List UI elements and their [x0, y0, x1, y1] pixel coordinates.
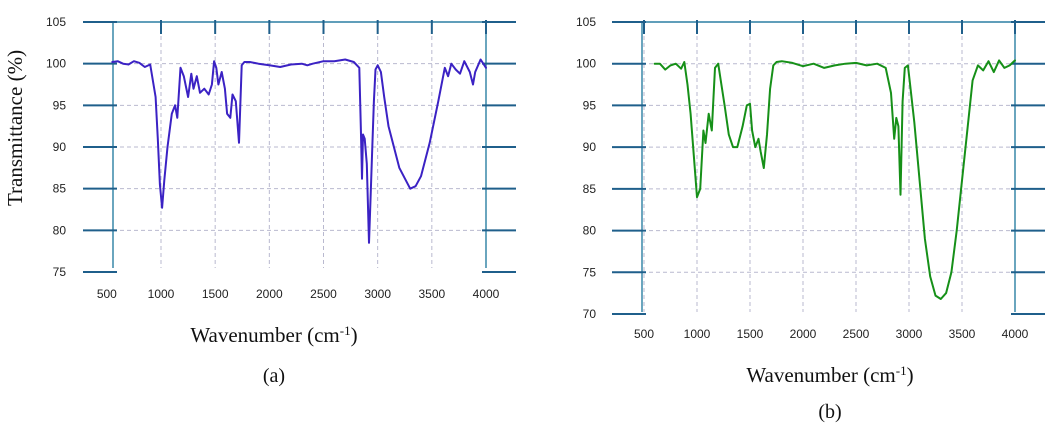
y-tick-label: 100: [576, 57, 596, 71]
y-tick-label: 90: [583, 140, 597, 154]
panel-b-y-tick-labels: 70 75 80 85 90 95 100 105: [576, 15, 596, 321]
panel-b-grid: [642, 22, 1015, 312]
y-tick-label: 70: [583, 307, 597, 321]
chart-panel-a: 75 80 85 90 95 100 105 500 1000 1500 2000 2500 3000…: [46, 15, 516, 387]
panel-b-tick-marks: [612, 20, 1045, 315]
y-tick-label: 95: [583, 98, 597, 112]
y-tick-label: 90: [53, 140, 67, 154]
panel-a-grid: [113, 22, 486, 268]
y-tick-label: 105: [576, 15, 596, 29]
x-tick-label: 500: [97, 287, 117, 301]
panel-b-x-tick-labels: 500 1000 1500 2000 2500 3000 3500 4000: [634, 327, 1029, 341]
chart-panel-b: 70 75 80 85 90 95 100 105 500 1000 1500 2000 2500 30…: [576, 15, 1045, 423]
panel-a-x-axis-title: Wavenumber (cm-1): [190, 323, 357, 348]
y-tick-label: 100: [46, 57, 66, 71]
panel-b-frame: [612, 21, 1045, 312]
y-axis-title: Transmittance (%): [3, 50, 27, 206]
panel-b-label: (b): [818, 401, 841, 423]
x-tick-label: 1000: [148, 287, 175, 301]
x-tick-label: 3000: [896, 327, 923, 341]
y-tick-label: 95: [53, 98, 67, 112]
x-tick-label: 2000: [256, 287, 283, 301]
x-tick-label: 4000: [473, 287, 500, 301]
transmittance-line: [653, 59, 1016, 300]
panel-a-tick-marks: [83, 20, 516, 273]
y-tick-label: 85: [583, 182, 597, 196]
panel-a-frame: [83, 21, 516, 268]
panel-a-y-tick-labels: 75 80 85 90 95 100 105: [46, 15, 66, 279]
x-tick-label: 1500: [737, 327, 764, 341]
y-tick-label: 75: [583, 265, 597, 279]
panel-a-series: [111, 58, 487, 244]
y-tick-label: 80: [53, 223, 67, 237]
panel-a-label: (a): [263, 365, 285, 387]
y-tick-label: 80: [583, 224, 597, 238]
x-tick-label: 2000: [790, 327, 817, 341]
panel-a-x-tick-labels: 500 1000 1500 2000 2500 3000 3500 4000: [97, 287, 500, 301]
x-tick-label: 1000: [684, 327, 711, 341]
transmittance-line: [111, 58, 487, 244]
x-tick-label: 3500: [418, 287, 445, 301]
panel-b-series: [653, 59, 1016, 300]
x-tick-label: 3000: [364, 287, 391, 301]
x-tick-label: 2500: [843, 327, 870, 341]
y-tick-label: 85: [53, 182, 67, 196]
x-tick-label: 1500: [202, 287, 229, 301]
x-tick-label: 4000: [1002, 327, 1029, 341]
y-tick-label: 75: [53, 265, 67, 279]
x-tick-label: 500: [634, 327, 654, 341]
x-tick-label: 3500: [949, 327, 976, 341]
panel-b-x-axis-title: Wavenumber (cm-1): [746, 363, 913, 388]
y-tick-label: 105: [46, 15, 66, 29]
x-tick-label: 2500: [310, 287, 337, 301]
